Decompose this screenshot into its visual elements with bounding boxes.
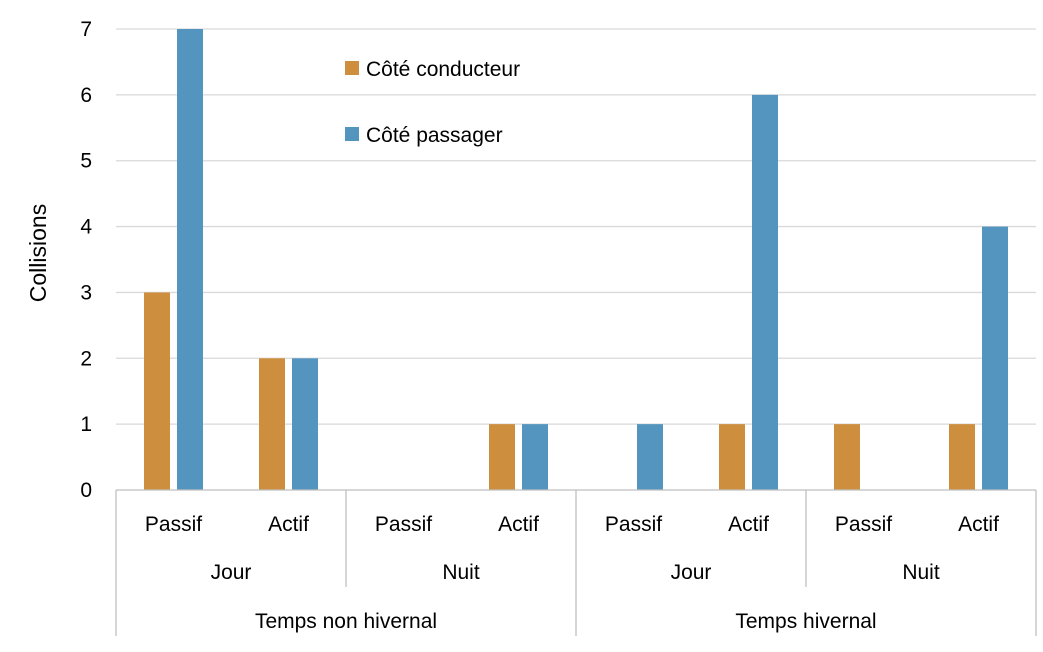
category-group-label: Jour <box>211 561 252 584</box>
category-label: Passif <box>375 513 432 536</box>
legend-swatch-conducteur <box>345 61 359 75</box>
category-supergroup-label: Temps hivernal <box>735 610 876 633</box>
category-labels-level2: Jour Nuit Jour Nuit <box>211 561 940 584</box>
bar-passager <box>292 358 318 490</box>
bar-conducteur <box>144 292 170 490</box>
legend-label-passager: Côté passager <box>366 124 503 147</box>
y-axis-ticks: 0 1 2 3 4 5 6 7 <box>80 18 92 502</box>
y-tick-label: 4 <box>80 216 92 239</box>
category-axis <box>115 489 1037 636</box>
category-label: Passif <box>605 513 662 536</box>
legend-label-conducteur: Côté conducteur <box>366 58 520 81</box>
bar-passager <box>177 29 203 490</box>
bar-passager <box>982 226 1008 491</box>
bar-conducteur <box>489 424 515 490</box>
legend: Côté conducteur Côté passager <box>345 58 520 147</box>
category-group-label: Nuit <box>902 561 940 584</box>
bar-passager <box>522 424 548 490</box>
y-axis-label: Collisions <box>25 204 51 302</box>
y-tick-label: 0 <box>80 479 92 502</box>
bar-conducteur <box>259 358 285 490</box>
y-tick-label: 7 <box>80 18 92 41</box>
bar-passager <box>637 424 663 490</box>
bar-conducteur <box>834 424 860 490</box>
category-label: Actif <box>268 513 309 536</box>
y-tick-label: 3 <box>80 281 92 304</box>
gridlines <box>116 28 1036 425</box>
y-tick-label: 5 <box>80 150 92 173</box>
category-label: Actif <box>958 513 999 536</box>
category-group-label: Nuit <box>442 561 480 584</box>
bar-passager <box>752 94 778 490</box>
bar-conducteur <box>719 424 745 490</box>
legend-item-conducteur: Côté conducteur <box>345 58 520 81</box>
category-labels-level3: Temps non hivernal Temps hivernal <box>255 610 877 633</box>
y-tick-label: 1 <box>80 413 92 436</box>
category-label: Passif <box>145 513 202 536</box>
y-tick-label: 6 <box>80 84 92 107</box>
category-label: Actif <box>498 513 539 536</box>
y-tick-label: 2 <box>80 347 92 370</box>
bar-conducteur <box>949 424 975 490</box>
category-label: Passif <box>835 513 892 536</box>
bars <box>144 29 1008 491</box>
category-group-label: Jour <box>671 561 712 584</box>
legend-swatch-passager <box>345 127 359 141</box>
category-supergroup-label: Temps non hivernal <box>255 610 437 633</box>
legend-item-passager: Côté passager <box>345 124 503 147</box>
category-label: Actif <box>728 513 769 536</box>
category-labels-level1: Passif Actif Passif Actif Passif Actif Passif A… <box>145 513 999 536</box>
